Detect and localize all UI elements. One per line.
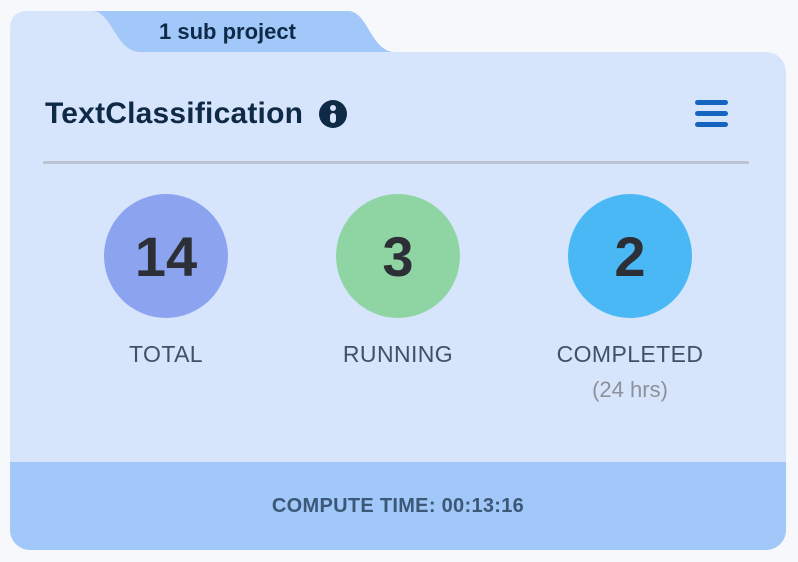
- stat-running: 3 RUNNING: [282, 194, 514, 403]
- folder-front-cap-shape: [10, 11, 140, 57]
- hamburger-bar: [695, 100, 728, 105]
- stat-total: 14 TOTAL: [50, 194, 282, 403]
- running-count-circle: 3: [336, 194, 460, 318]
- total-count-circle: 14: [104, 194, 228, 318]
- sub-project-count-label: 1 sub project: [159, 18, 296, 44]
- project-title: TextClassification: [45, 96, 304, 130]
- compute-time-bar: COMPUTE TIME: 00:13:16: [10, 462, 786, 550]
- hamburger-bar: [695, 111, 728, 116]
- sub-project-tab[interactable]: 1 sub project: [60, 11, 395, 57]
- info-icon[interactable]: [319, 99, 348, 128]
- completed-count-circle: 2: [568, 194, 692, 318]
- completed-label: COMPLETED: [556, 341, 704, 367]
- completed-sublabel: (24 hrs): [592, 377, 668, 402]
- hamburger-bar: [695, 122, 728, 127]
- stat-completed: 2 COMPLETED (24 hrs): [514, 194, 746, 403]
- folder-back-tab-shape: [60, 11, 395, 57]
- card-header: TextClassification: [10, 52, 786, 161]
- hamburger-menu-icon[interactable]: [695, 100, 728, 127]
- compute-time-text: COMPUTE TIME: 00:13:16: [271, 494, 525, 517]
- header-divider: [43, 161, 749, 164]
- running-label: RUNNING: [342, 341, 454, 367]
- stats-row: 14 TOTAL 3 RUNNING 2 COMPLETED (24 hrs): [50, 194, 746, 403]
- folder-front-cap: [10, 11, 140, 57]
- title-wrap: TextClassification: [45, 96, 348, 131]
- project-card[interactable]: TextClassification 14 TOTAL 3 RUNNING: [10, 52, 786, 550]
- folder-front-cap-path: [10, 11, 140, 57]
- folder-back-tab-path: [60, 11, 395, 57]
- total-label: TOTAL: [129, 341, 203, 367]
